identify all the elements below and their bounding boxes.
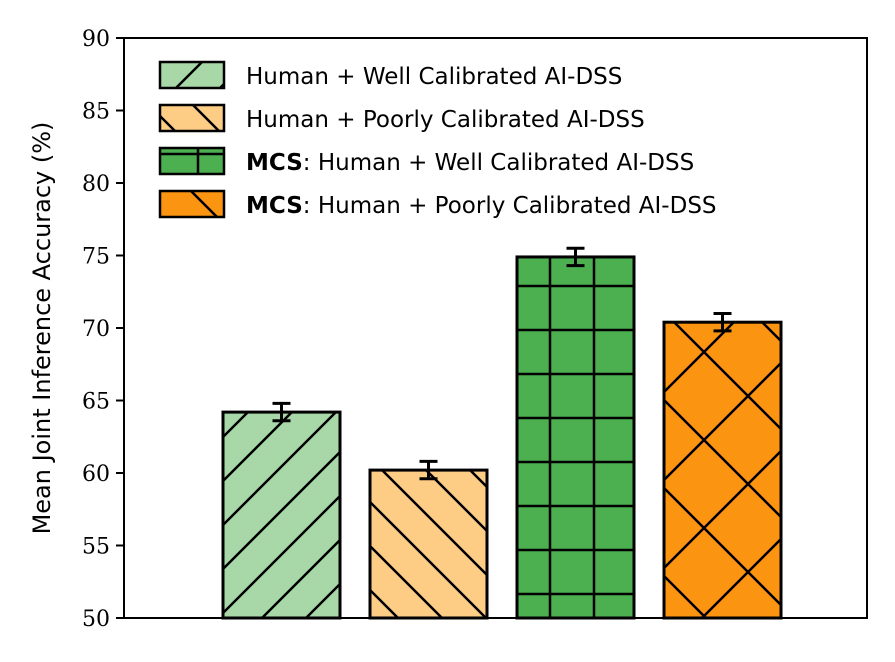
bar (662, 320, 783, 620)
legend: Human + Well Calibrated AI-DSS Human + Po… (158, 60, 717, 219)
legend-label-text: : Human + Well Calibrated AI-DSS (303, 150, 694, 176)
bar (221, 410, 342, 620)
y-tick-label: 70 (82, 317, 110, 342)
legend-swatch (158, 189, 226, 219)
legend-label-text: : Human + Poorly Calibrated AI-DSS (303, 193, 717, 219)
y-axis: 50 55 60 65 70 75 80 85 90 (82, 27, 124, 632)
y-tick-label: 50 (82, 607, 110, 632)
legend-label: MCS: Human + Poorly Calibrated AI-DSS (246, 193, 717, 219)
bar (368, 468, 489, 620)
legend-label-text: Human + Poorly Calibrated AI-DSS (246, 107, 645, 133)
legend-label-prefix: MCS (246, 193, 303, 219)
legend-label-prefix: MCS (246, 150, 303, 176)
y-tick-label: 75 (82, 245, 110, 270)
legend-label: Human + Well Calibrated AI-DSS (246, 64, 622, 90)
y-tick-label: 55 (82, 535, 110, 560)
bars-layer (221, 255, 783, 620)
legend-label: Human + Poorly Calibrated AI-DSS (246, 107, 645, 133)
y-tick-label: 85 (82, 100, 110, 125)
y-tick-label: 80 (82, 172, 110, 197)
legend-label: MCS: Human + Well Calibrated AI-DSS (246, 150, 694, 176)
y-tick-label: 65 (82, 390, 110, 415)
legend-swatch (158, 146, 226, 176)
y-tick-label: 60 (82, 462, 110, 487)
legend-swatch (158, 103, 226, 133)
bar (515, 255, 636, 620)
legend-label-text: Human + Well Calibrated AI-DSS (246, 64, 622, 90)
y-tick-label: 90 (82, 27, 110, 52)
y-axis-label: Mean Joint Inference Accuracy (%) (28, 122, 56, 535)
error-bars-layer (272, 246, 732, 481)
legend-swatch (158, 60, 226, 90)
